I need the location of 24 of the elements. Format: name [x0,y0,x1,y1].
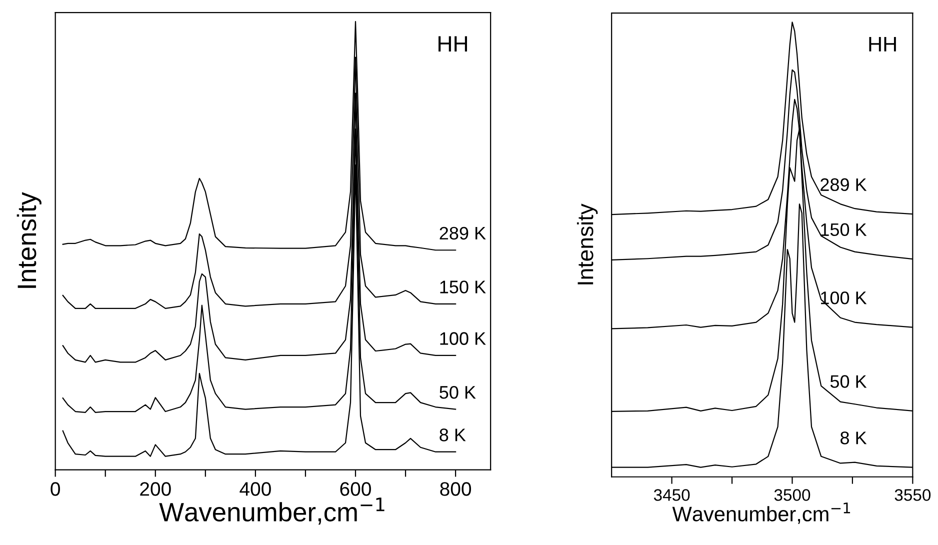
series-label: 150 K [440,280,486,294]
series-label: 100 K [440,332,486,345]
x-tick-label: 3450 [654,489,690,501]
x-tick-label: 600 [340,482,371,496]
annotation: HH [869,37,896,52]
series-label: 8 K [440,428,466,442]
series-label: 8 K [840,432,867,444]
y-axis-title: Intensity [16,192,42,288]
series-label: 289 K [820,178,867,192]
x-tick-label: 800 [440,482,472,496]
x-tick-label: 3550 [894,489,931,501]
series-label: 150 K [821,223,867,236]
x-tick-label: 200 [140,482,171,496]
series-label: 100 K [821,291,867,304]
series-label: 289 K [440,226,486,240]
y-axis-title: Intensity [576,204,598,284]
series-label: 50 K [830,375,867,388]
x-axis-title: Wavenumber,cm$^{−1}$ [672,502,850,524]
annotation: HH [438,36,467,52]
series-label: 50 K [440,386,476,399]
x-tick-label: 0 [50,482,60,496]
x-tick-label: 400 [240,482,271,496]
x-tick-label: 3500 [774,489,810,501]
x-axis-title: Wavenumber,cm$^{−1}$ [159,498,384,525]
